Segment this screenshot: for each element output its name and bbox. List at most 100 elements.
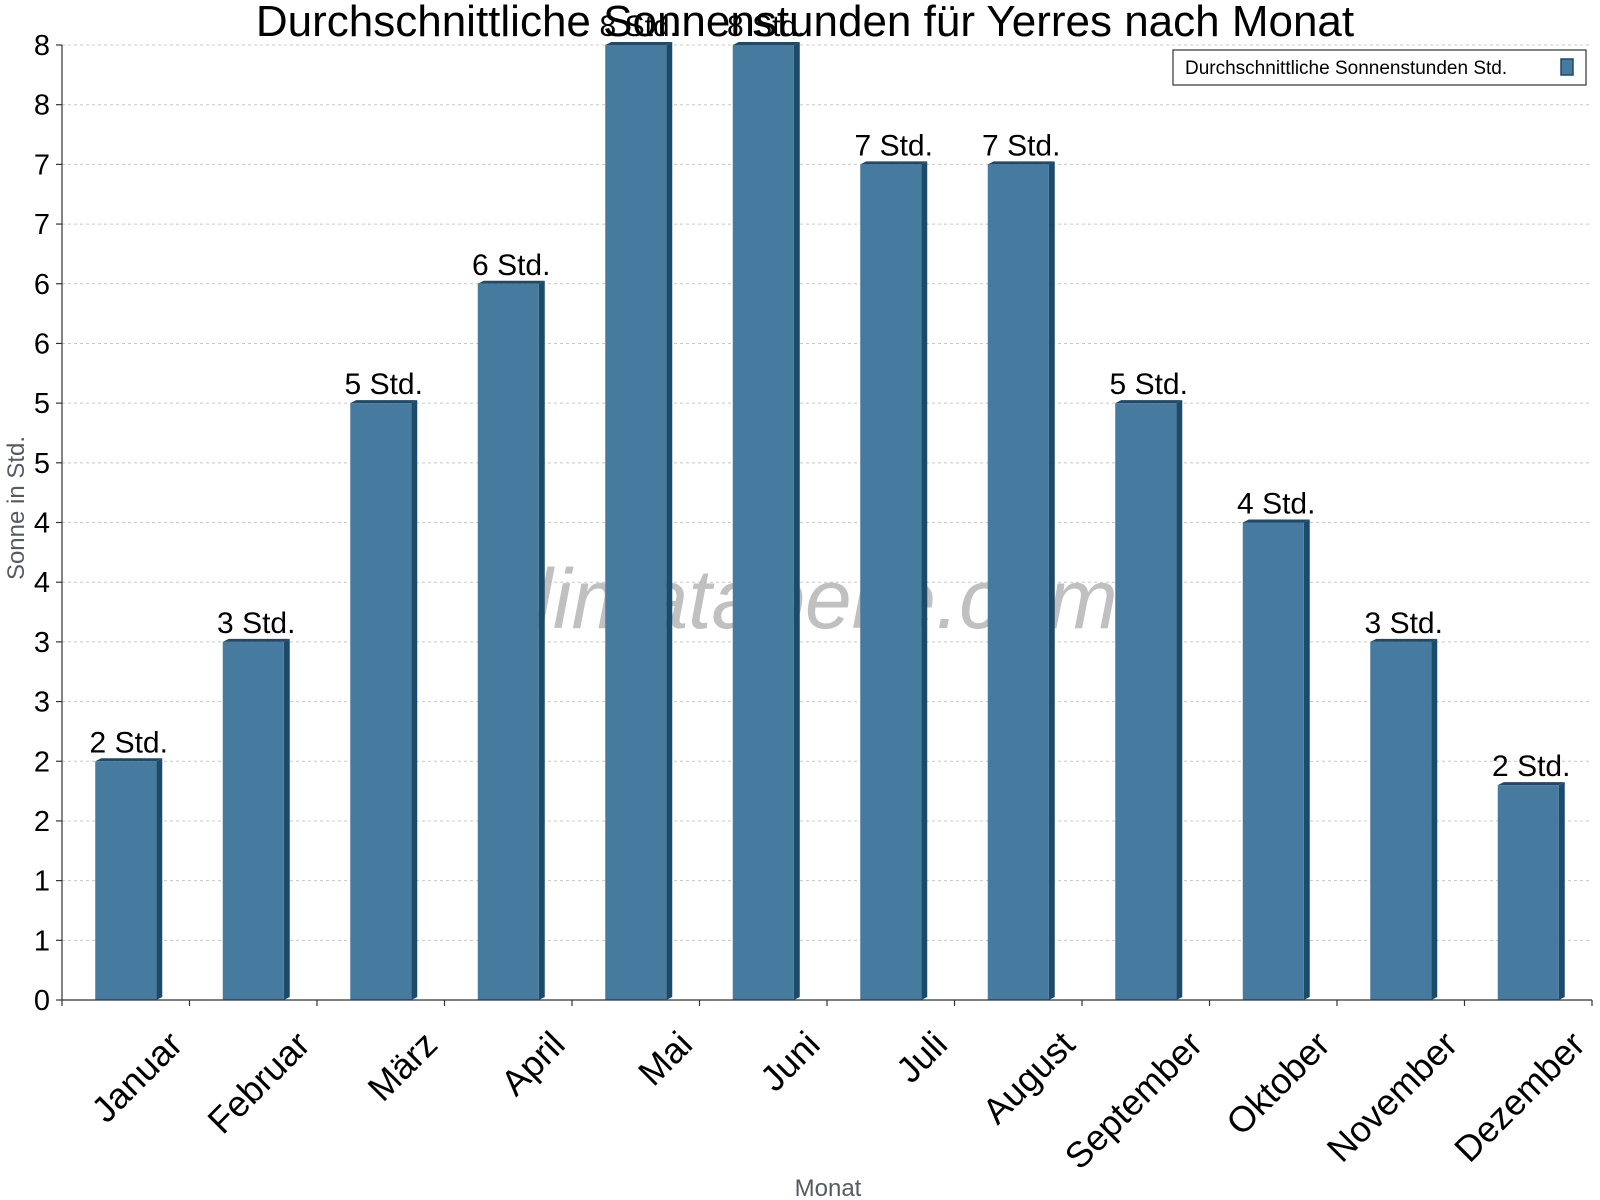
y-tick-label: 6: [34, 269, 50, 301]
bar-front: [477, 283, 539, 1000]
y-axis-title: Sonne in Std.: [3, 436, 30, 580]
y-tick-label: 8: [34, 90, 50, 122]
bar-side: [538, 280, 545, 1000]
y-tick-label: 5: [34, 448, 50, 480]
bar-top: [1242, 519, 1310, 523]
y-tick-label: 3: [34, 627, 50, 659]
data-label: 5 Std.: [345, 368, 423, 401]
legend-box: [1172, 49, 1587, 86]
data-label: 7 Std.: [982, 129, 1060, 162]
bar-front: [95, 761, 157, 1000]
bar-top: [732, 42, 800, 45]
legend-label: Durchschnittliche Sonnenstunden Std.: [1185, 58, 1507, 79]
bar-november: 3 Std.: [1365, 607, 1443, 1000]
x-category-label: Dezember: [1446, 1023, 1592, 1169]
bars-group: 2 Std. 3 Std. 5 Std. 6 Std. 8 Std. 8 Std. 7 St…: [90, 10, 1570, 1000]
x-ticks: Januar Februar März April Mai Juni Juli AugustS…: [61, 1000, 1593, 1177]
x-category-label: Februar: [199, 1023, 317, 1141]
x-category-label: März: [360, 1023, 446, 1109]
bar-top: [1370, 638, 1438, 642]
data-label: 2 Std.: [90, 726, 168, 759]
x-category-label: Juni: [752, 1023, 828, 1099]
y-tick-label: 6: [34, 328, 50, 360]
y-tick-label: 1: [34, 866, 50, 898]
bar-front: [222, 641, 284, 1000]
gridlines: [62, 44, 1592, 941]
data-label: 2 Std.: [1492, 750, 1570, 783]
y-tick-label: 3: [34, 687, 50, 719]
data-label: 8 Std.: [727, 10, 805, 43]
bar-front: [1242, 522, 1304, 1000]
x-category-label: September: [1057, 1023, 1211, 1177]
bar-front: [860, 164, 922, 1000]
bar-front: [1370, 641, 1432, 1000]
bar-top: [860, 161, 928, 165]
bar-top: [987, 161, 1055, 165]
bar-side: [666, 42, 673, 1000]
bar-side: [1303, 519, 1310, 1000]
x-category-label: Mai: [630, 1023, 700, 1093]
bar-front: [1497, 785, 1559, 1000]
x-category-label: Januar: [83, 1023, 190, 1130]
bar-top: [1115, 400, 1183, 404]
bar-front: [605, 45, 667, 1000]
data-label: 5 Std.: [1110, 368, 1188, 401]
y-tick-label: 5: [34, 388, 50, 420]
data-label: 7 Std.: [855, 129, 933, 162]
bar-mai: 8 Std.: [600, 10, 678, 1000]
bar-märz: 5 Std.: [345, 368, 423, 1000]
y-tick-label: 2: [34, 746, 50, 778]
bar-juli: 7 Std.: [855, 129, 933, 1000]
bar-side: [283, 638, 290, 1000]
x-category-label: April: [493, 1023, 573, 1103]
bar-side: [1431, 638, 1438, 1000]
bar-april: 6 Std.: [472, 249, 550, 1000]
bar-front: [1115, 403, 1177, 1000]
bar-top: [95, 758, 163, 762]
bar-top: [605, 42, 673, 45]
bar-top: [222, 638, 290, 642]
bar-februar: 3 Std.: [217, 607, 295, 1000]
data-label: 3 Std.: [1365, 607, 1443, 640]
bar-side: [1558, 782, 1565, 1000]
y-tick-label: 8: [34, 30, 50, 62]
y-tick-label: 2: [34, 806, 50, 838]
bar-januar: 2 Std.: [90, 726, 168, 1000]
bar-side: [921, 161, 928, 1000]
y-tick-label: 7: [34, 149, 50, 181]
y-tick-label: 4: [34, 567, 50, 599]
x-category-label: August: [974, 1023, 1082, 1131]
bar-juni: 8 Std.: [727, 10, 805, 1000]
legend: Durchschnittliche Sonnenstunden Std.: [1172, 49, 1587, 86]
y-tick-label: 0: [34, 985, 50, 1017]
bar-front: [732, 45, 794, 1000]
y-ticks: 0 1 1 2 2 3 3 4 4 5 5 6 6 7 7 8 8: [34, 30, 62, 1017]
y-tick-label: 7: [34, 209, 50, 241]
bar-side: [1048, 161, 1055, 1000]
bar-front: [987, 164, 1049, 1000]
bar-side: [156, 758, 163, 1000]
bar-september: 5 Std.: [1110, 368, 1188, 1000]
bar-dezember: 2 Std.: [1492, 750, 1570, 1000]
data-label: 8 Std.: [600, 10, 678, 43]
bar-oktober: 4 Std.: [1237, 488, 1315, 1000]
bar-side: [1176, 400, 1183, 1000]
y-tick-label: 1: [34, 925, 50, 957]
legend-swatch: [1560, 58, 1574, 76]
data-label: 6 Std.: [472, 249, 550, 282]
bar-side: [411, 400, 418, 1000]
bar-top: [477, 280, 545, 284]
y-tick-label: 4: [34, 508, 50, 540]
x-category-label: November: [1319, 1023, 1465, 1169]
x-axis-title: Monat: [795, 1175, 862, 1200]
x-category-label: Oktober: [1218, 1023, 1338, 1143]
data-label: 4 Std.: [1237, 488, 1315, 521]
bar-top: [350, 400, 418, 404]
data-label: 3 Std.: [217, 607, 295, 640]
bar-side: [793, 42, 800, 1000]
x-category-label: Juli: [888, 1023, 955, 1090]
bar-front: [350, 403, 412, 1000]
chart-title: Durchschnittliche Sonnenstunden für Yerr…: [256, 0, 1354, 46]
bar-august: 7 Std.: [982, 129, 1060, 1000]
